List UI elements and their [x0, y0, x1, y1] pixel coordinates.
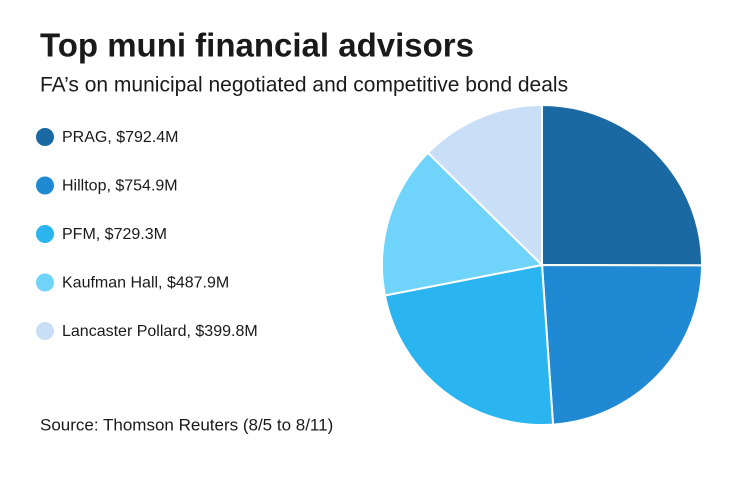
legend-label: Lancaster Pollard, $399.8M — [62, 323, 258, 340]
legend-swatch — [36, 322, 54, 340]
chart-title: Top muni financial advisors — [40, 27, 474, 64]
pie-slice — [383, 263, 555, 426]
pie-slice — [540, 263, 704, 426]
legend-swatch — [36, 273, 54, 292]
chart-subtitle: FA’s on municipal negotiated and competi… — [40, 74, 568, 97]
legend-label: PRAG, $792.4M — [62, 129, 179, 146]
pie-slice — [541, 103, 703, 267]
legend-label: PFM, $729.3M — [62, 226, 167, 243]
legend-swatch — [36, 225, 54, 243]
pie-slice — [381, 151, 545, 297]
pie-slice — [426, 103, 543, 268]
legend-label: Hilltop, $754.9M — [62, 178, 178, 195]
legend-label: Kaufman Hall, $487.9M — [62, 275, 229, 292]
source-note: Source: Thomson Reuters (8/5 to 8/11) — [40, 415, 333, 434]
legend-swatch — [36, 128, 54, 146]
legend-swatch — [36, 176, 54, 195]
